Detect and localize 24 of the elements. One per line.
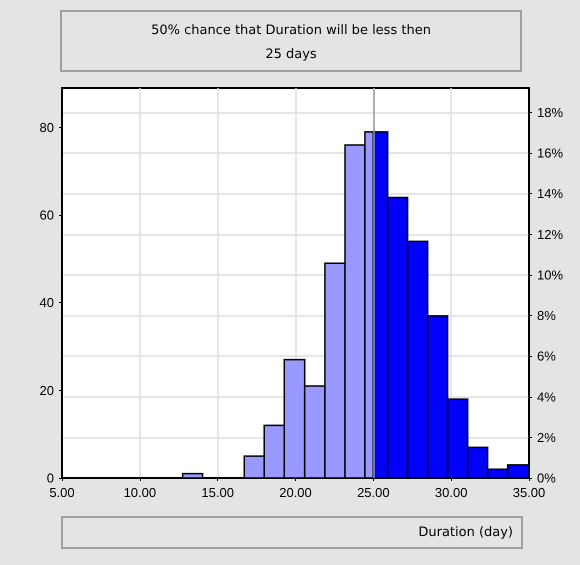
y2-tick-label: 16%	[537, 146, 564, 160]
y2-tick-label: 14%	[537, 186, 564, 202]
y2-tick-label: 8%	[537, 308, 556, 323]
y2-tick-label: 12%	[537, 226, 564, 242]
x-tick-label: 20.00	[279, 485, 312, 500]
y2-tick-label: 18%	[537, 104, 564, 120]
y-tick-label: 0	[46, 470, 54, 486]
x-tick-label: 30.00	[434, 485, 468, 500]
y2-tick-label: 10%	[537, 267, 564, 282]
y2-tick-label: 0%	[537, 470, 556, 486]
chart-title: 50% chance that Duration will be less then 25 days	[60, 10, 522, 72]
x-tick-label: 10.00	[124, 485, 156, 500]
x-tick-label: 25.00	[357, 485, 390, 500]
y-tick-label: 60	[40, 208, 54, 223]
y2-tick-label: 6%	[537, 348, 556, 364]
y-tick-label: 40	[40, 295, 54, 310]
x-tick-label: 15.00	[201, 485, 234, 500]
y2-tick-label: 4%	[537, 389, 556, 404]
y-tick-label: 80	[40, 120, 54, 135]
x-tick-label: 5.00	[49, 485, 75, 500]
y2-tick-label: 2%	[537, 430, 556, 445]
y-tick-label: 20	[40, 382, 54, 398]
x-tick-label: 35.00	[512, 485, 546, 500]
x-axis-title: Duration (day)	[61, 516, 523, 549]
